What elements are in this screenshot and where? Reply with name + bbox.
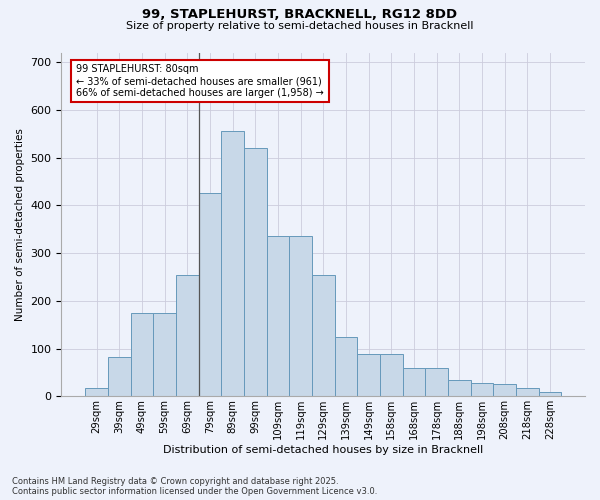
Bar [516,388,539,396]
Bar [493,384,516,396]
Bar [221,132,244,396]
Bar [539,392,561,396]
Bar [108,357,131,397]
Bar [244,148,266,396]
Bar [289,236,312,396]
Bar [131,312,153,396]
Text: Size of property relative to semi-detached houses in Bracknell: Size of property relative to semi-detach… [126,21,474,31]
Bar [357,354,380,397]
Bar [312,274,335,396]
Bar [403,368,425,396]
Bar [153,312,176,396]
Bar [380,354,403,397]
Bar [470,383,493,396]
Bar [425,368,448,396]
Bar [335,336,357,396]
Y-axis label: Number of semi-detached properties: Number of semi-detached properties [15,128,25,321]
Bar [199,194,221,396]
Bar [266,236,289,396]
Bar [448,380,470,396]
Text: 99, STAPLEHURST, BRACKNELL, RG12 8DD: 99, STAPLEHURST, BRACKNELL, RG12 8DD [142,8,458,20]
Text: 99 STAPLEHURST: 80sqm
← 33% of semi-detached houses are smaller (961)
66% of sem: 99 STAPLEHURST: 80sqm ← 33% of semi-deta… [76,64,324,98]
Bar [85,388,108,396]
Bar [176,274,199,396]
X-axis label: Distribution of semi-detached houses by size in Bracknell: Distribution of semi-detached houses by … [163,445,484,455]
Text: Contains HM Land Registry data © Crown copyright and database right 2025.
Contai: Contains HM Land Registry data © Crown c… [12,476,377,496]
